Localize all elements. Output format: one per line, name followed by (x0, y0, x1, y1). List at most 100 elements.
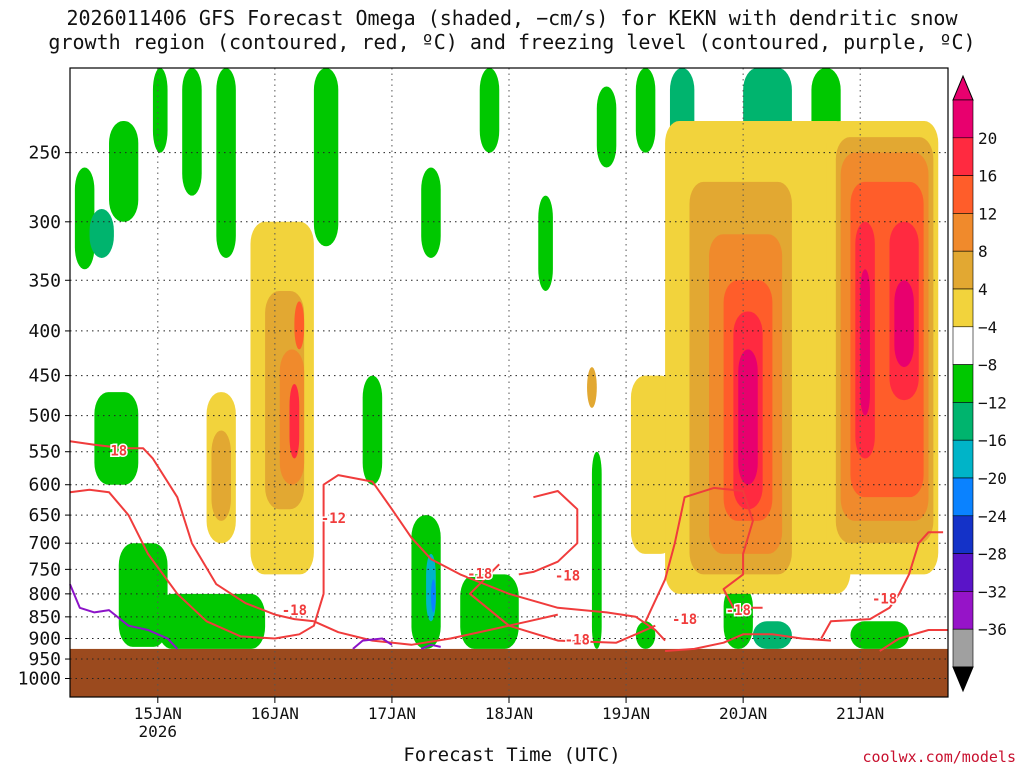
freezing-level-contour (69, 583, 179, 650)
x-tick-label: 20JAN (719, 704, 767, 723)
contour-label: -12 (321, 511, 346, 527)
y-tick-label: 650 (28, 505, 61, 526)
omega-shading-region (313, 68, 339, 247)
x-tick-label: 19JAN (602, 704, 650, 723)
omega-shading-region (635, 621, 656, 649)
dgz-contour (518, 490, 579, 576)
omega-shading-region (182, 68, 202, 196)
contour-label: -18 (726, 603, 751, 619)
colorbar-label: 4 (978, 280, 988, 299)
y-tick-label: 750 (28, 559, 61, 580)
y-tick-label: 950 (28, 649, 61, 670)
omega-shading-region (74, 167, 95, 270)
x-tick-label: 17JAN (368, 704, 416, 723)
colorbar-label: −8 (978, 356, 997, 375)
chart-title: 2026011406 GFS Forecast Omega (shaded, −… (0, 6, 1024, 54)
dgz-contour (69, 474, 666, 642)
omega-shading-region (460, 574, 519, 649)
colorbar-swatch (952, 628, 974, 668)
contour-label: -18 (565, 632, 590, 648)
omega-shading-region (211, 430, 231, 521)
colorbar-over-arrow (952, 74, 974, 101)
colorbar-swatch (952, 591, 974, 630)
omega-shading-region (157, 593, 266, 649)
omega-shading-region (294, 301, 305, 350)
colorbar-label: −24 (978, 507, 1007, 526)
omega-shading-region (630, 375, 675, 554)
credit-text: coolwx.com/models (862, 748, 1016, 766)
y-tick-label: 400 (28, 321, 61, 342)
omega-shading-region (591, 451, 602, 649)
colorbar-swatch (952, 175, 974, 214)
omega-shading-region (479, 68, 500, 153)
colorbar-swatch (952, 553, 974, 592)
colorbar-label: −28 (978, 545, 1007, 564)
chart-title-line1: 2026011406 GFS Forecast Omega (shaded, −… (66, 6, 958, 30)
omega-shading-region (421, 167, 441, 258)
x-axis-label: Forecast Time (UTC) (403, 744, 621, 766)
freezing-level-contour (420, 643, 441, 650)
contour-label: 18 (110, 443, 127, 459)
omega-shading-region (216, 68, 236, 258)
colorbar-swatch (952, 250, 974, 290)
colorbar-swatch (952, 477, 974, 517)
colorbar-swatch (952, 326, 974, 365)
colorbar-label: 20 (978, 129, 997, 148)
omega-shading-region (289, 383, 300, 459)
x-tick-label: 21JAN (836, 704, 884, 723)
plot-frame (69, 67, 949, 698)
omega-shading-region (152, 68, 168, 153)
y-tick-label: 900 (28, 629, 61, 650)
y-tick-label: 450 (28, 366, 61, 387)
omega-shading-region (596, 86, 617, 168)
dgz-contour (313, 613, 559, 646)
dgz-contour (879, 629, 948, 652)
colorbar-swatch (952, 439, 974, 479)
dgz-contour (644, 486, 763, 622)
contour-label: -18 (672, 612, 697, 628)
chart-title-line2: growth region (contoured, red, ºC) and f… (48, 30, 976, 54)
colorbar-swatch (952, 364, 974, 403)
dgz-contour (69, 440, 315, 623)
dgz-contour (665, 633, 831, 652)
y-tick-label: 550 (28, 442, 61, 463)
omega-shading-region (587, 367, 597, 408)
y-tick-label: 350 (28, 270, 61, 291)
x-tick-sublabel: 2026 (139, 722, 178, 741)
colorbar-swatch (952, 137, 974, 176)
omega-shading-region (860, 269, 870, 416)
colorbar-under-arrow (952, 666, 974, 693)
colorbar-label: −4 (978, 318, 997, 337)
colorbar-swatch (952, 402, 974, 441)
colorbar-label: 16 (978, 167, 997, 186)
contour-label: -18 (467, 566, 492, 582)
y-tick-label: 250 (28, 143, 61, 164)
omega-shading-region (635, 68, 656, 153)
omega-shading-region (538, 195, 553, 291)
omega-shading-region (850, 621, 909, 649)
y-tick-label: 300 (28, 212, 61, 233)
omega-shading-region (894, 280, 914, 368)
colorbar-label: 12 (978, 204, 997, 223)
colorbar-swatch (952, 288, 974, 328)
y-tick-label: 800 (28, 584, 61, 605)
colorbar-label: −20 (978, 469, 1007, 488)
colorbar-label: −16 (978, 431, 1007, 450)
contour-label: -18 (282, 603, 307, 619)
omega-shading-region (723, 584, 753, 649)
y-tick-label: 700 (28, 533, 61, 554)
colorbar-swatch (952, 213, 974, 252)
colorbar-label: −32 (978, 582, 1007, 601)
dgz-contour (820, 531, 944, 639)
y-tick-label: 1000 (18, 668, 61, 689)
colorbar-swatch (952, 515, 974, 554)
y-tick-label: 850 (28, 607, 61, 628)
omega-shading-region (89, 208, 114, 258)
y-tick-label: 500 (28, 406, 61, 427)
colorbar-label: 8 (978, 242, 988, 261)
x-tick-label: 16JAN (251, 704, 299, 723)
contour-label: -18 (555, 568, 580, 584)
x-tick-label: 15JAN (134, 704, 182, 723)
y-tick-label: 600 (28, 475, 61, 496)
